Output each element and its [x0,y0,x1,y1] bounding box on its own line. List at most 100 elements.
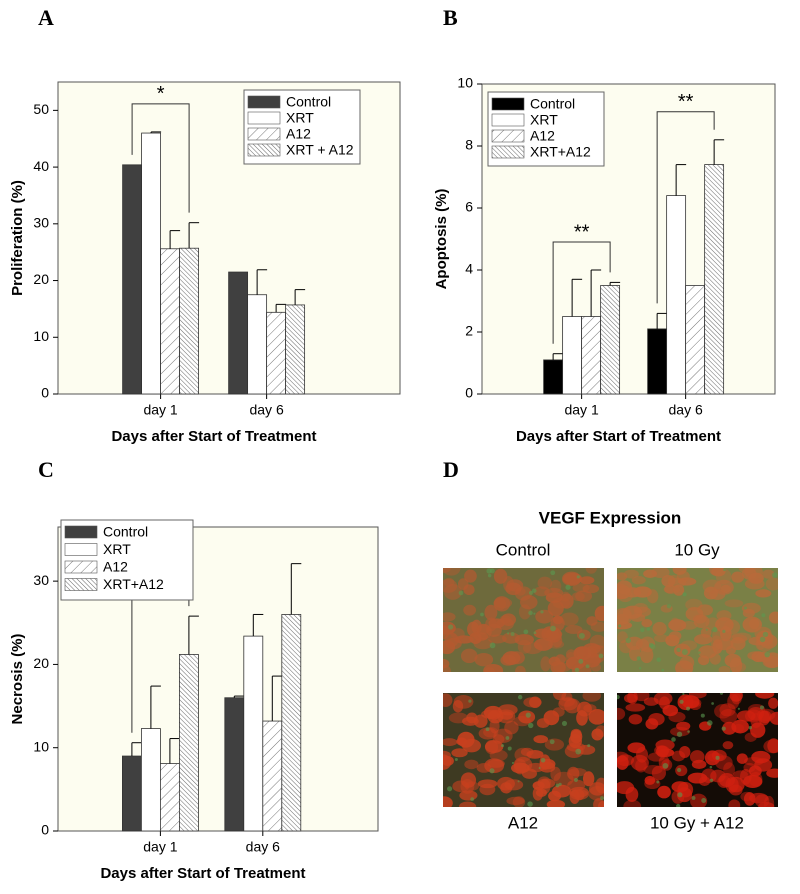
cell [467,621,480,637]
cell [558,697,578,711]
y-tick-label: 8 [465,137,473,153]
speck [759,636,766,643]
cell [493,568,508,584]
speck [486,568,492,574]
speck [661,668,665,672]
speck [676,767,682,773]
legend-swatch [64,578,98,591]
cell [768,611,778,624]
y-tick-label: 10 [457,75,473,91]
cell [731,571,745,583]
cell [679,655,695,670]
cell [560,612,579,626]
legend-label: XRT [103,541,131,557]
bar [262,720,283,832]
cell [450,628,465,640]
error-bar [169,230,181,249]
cell [718,665,731,672]
bar [285,304,306,395]
y-tick-label: 30 [33,572,49,588]
error-bar [294,289,306,305]
speck [576,575,580,579]
speck [550,570,556,576]
error-bar [275,303,287,313]
cell [724,599,744,608]
cell [567,779,586,791]
cell [443,738,458,747]
speck [705,628,708,631]
speck [646,627,651,631]
cell [567,766,580,781]
speck [677,792,683,798]
speck [636,656,641,661]
bar [281,614,302,832]
cells [443,568,604,672]
speck [507,632,510,635]
cell [617,631,628,643]
error-bar [271,675,283,722]
error-bar [188,615,199,655]
y-tick-label: 6 [465,199,473,215]
legend-swatch [64,543,98,556]
error-bar [256,269,268,295]
speck [700,713,705,718]
image-label: A12 [508,813,538,832]
cell [443,612,456,622]
cell [565,649,577,660]
cell [564,744,584,759]
cell [722,741,734,750]
speck [538,766,541,770]
legend-swatch [247,143,281,157]
speck [772,572,778,578]
speck [528,610,533,616]
legend-label: Control [286,94,331,110]
cell [576,710,588,726]
cell [443,568,461,576]
legend-label: XRT+A12 [103,576,164,592]
cell [623,693,638,703]
cell [443,796,453,807]
cell [689,750,705,764]
cell [498,704,518,716]
cell [693,614,710,629]
cell [550,579,562,593]
significance-bracket [552,241,611,344]
speck [676,803,681,807]
error-bar [590,269,602,317]
speck [656,780,660,784]
speck [587,744,591,748]
speck [722,629,726,634]
cell [586,616,598,626]
cell [623,799,642,807]
speck [550,625,556,632]
error-bar [609,281,621,286]
micrograph [443,568,604,672]
cell [673,584,685,596]
cell [479,783,496,796]
cell [651,765,666,781]
cell [505,582,522,596]
legend-label: XRT + A12 [286,142,354,158]
legend-swatch [491,145,525,159]
cell [487,759,505,768]
cell [715,617,734,633]
speck [549,739,555,745]
cell [633,586,652,598]
bar [581,316,602,395]
y-axis-title: Necrosis (%) [9,634,26,725]
cell [662,704,679,717]
speck [505,736,510,740]
image-label: 10 Gy + A12 [650,813,744,832]
cell [537,576,553,590]
speck [709,765,713,769]
speck [532,588,537,593]
cell [553,771,574,787]
speck [470,797,475,802]
bar [647,328,668,395]
speck [487,573,492,578]
cell [722,721,737,735]
speck [454,758,458,762]
panel-label: B [443,5,458,30]
cell [591,728,604,741]
legend-swatch [64,560,98,574]
